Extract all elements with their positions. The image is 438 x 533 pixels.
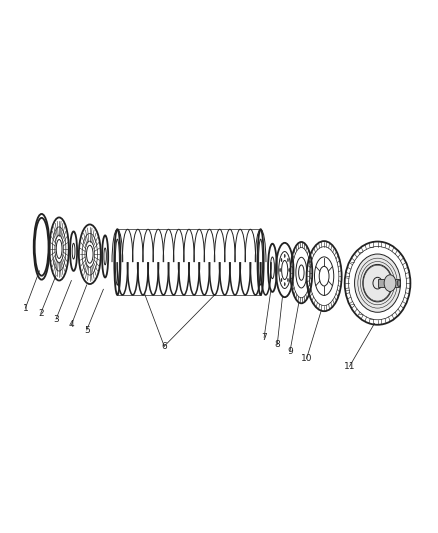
Ellipse shape (287, 259, 289, 262)
Ellipse shape (287, 278, 289, 281)
Ellipse shape (397, 280, 400, 286)
Text: 5: 5 (84, 326, 90, 335)
Ellipse shape (354, 254, 400, 312)
Text: 6: 6 (161, 342, 167, 351)
Ellipse shape (281, 278, 282, 281)
Ellipse shape (384, 275, 396, 292)
Ellipse shape (289, 269, 290, 272)
Ellipse shape (284, 282, 285, 286)
Text: 11: 11 (344, 362, 355, 371)
Text: 8: 8 (274, 340, 280, 349)
Ellipse shape (284, 254, 285, 257)
Text: 10: 10 (301, 354, 312, 363)
Text: 7: 7 (261, 333, 267, 342)
Text: 4: 4 (69, 320, 74, 329)
Ellipse shape (281, 259, 282, 262)
Text: 9: 9 (287, 347, 293, 356)
Ellipse shape (279, 269, 281, 272)
Text: 2: 2 (38, 309, 43, 318)
Text: 3: 3 (53, 314, 59, 324)
Text: 1: 1 (22, 304, 28, 313)
Bar (378, 279, 399, 287)
